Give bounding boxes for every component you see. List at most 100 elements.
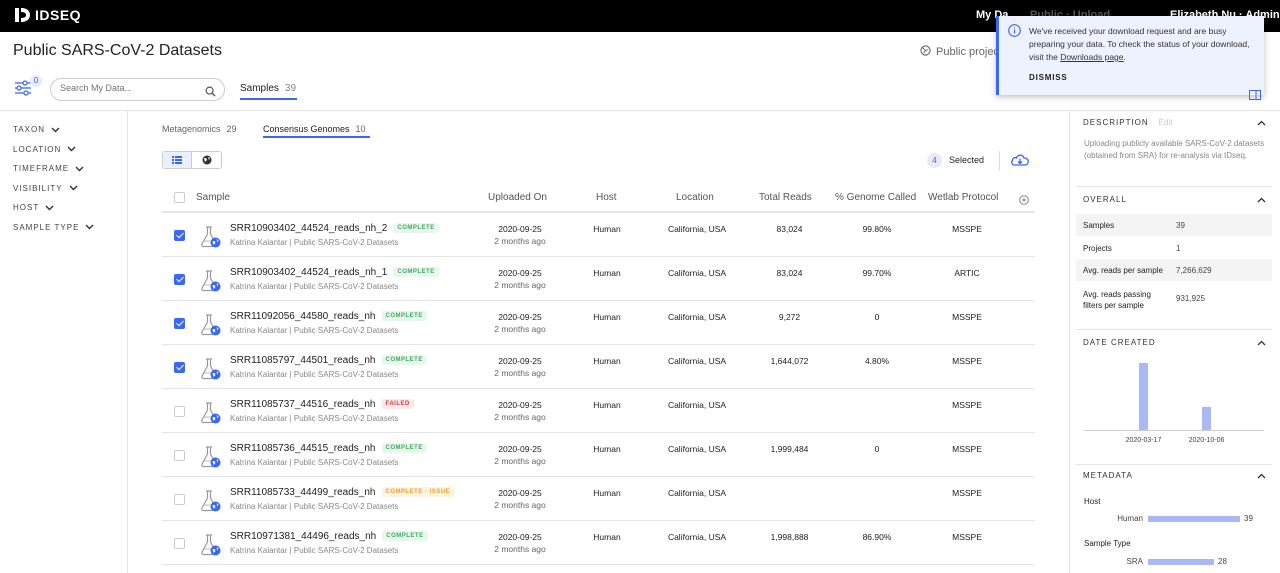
sample-name-cell[interactable]: SRR10903402_44524_reads_nh_2 COMPLETE [230, 223, 439, 234]
filter-label: LOCATION [13, 144, 62, 154]
filter-toggle-button[interactable] [14, 80, 34, 96]
sample-name-cell[interactable]: SRR11092056_44580_reads_nh COMPLETE [230, 311, 427, 322]
filter-host[interactable]: HOST [13, 198, 94, 218]
column-header-wetlab-protocol[interactable]: Wetlab Protocol [928, 192, 999, 203]
metadata-title: METADATA [1083, 471, 1133, 480]
row-checkbox[interactable] [174, 406, 185, 417]
overall-title: OVERALL [1083, 195, 1127, 204]
sample-name-cell[interactable]: SRR11085733_44499_reads_nh COMPLETE - ISS… [230, 487, 455, 498]
cloud-download-icon[interactable] [1010, 152, 1030, 172]
overall-section: OVERALL [1076, 195, 1280, 204]
wetlab-protocol-cell: MSSPE [952, 532, 982, 542]
status-badge: COMPLETE [393, 223, 439, 233]
sample-name-cell[interactable]: SRR10903402_44524_reads_nh_1 COMPLETE [230, 267, 439, 278]
filter-timeframe[interactable]: TIMEFRAME [13, 159, 94, 179]
row-checkbox[interactable] [174, 230, 185, 241]
date-created-header[interactable]: DATE CREATED [1076, 338, 1280, 347]
column-header-total-reads[interactable]: Total Reads [759, 192, 812, 203]
histogram-bar[interactable] [1202, 406, 1211, 430]
location-cell: California, USA [667, 532, 727, 542]
histogram-bar[interactable] [1139, 363, 1148, 430]
description-text: Uploading publicly available SARS-CoV-2 … [1084, 139, 1265, 160]
row-checkbox[interactable] [174, 362, 185, 373]
download-notification: We've received your download request and… [996, 16, 1264, 95]
sample-flask-icon [200, 357, 222, 386]
sample-name[interactable]: SRR11085733_44499_reads_nh [230, 487, 376, 498]
sample-name[interactable]: SRR10903402_44524_reads_nh_2 [230, 223, 388, 234]
table-row[interactable]: SRR11085797_44501_reads_nh COMPLETE Katrin… [162, 345, 1035, 389]
sample-name-cell[interactable]: SRR11085797_44501_reads_nh COMPLETE [230, 355, 427, 366]
tab-samples[interactable]: Samples 39 [240, 83, 296, 94]
overall-row-samples: Samples 39 [1076, 214, 1272, 236]
sample-name[interactable]: SRR10903402_44524_reads_nh_1 [230, 267, 388, 278]
sample-name[interactable]: SRR11092056_44580_reads_nh [230, 311, 376, 322]
right-panel-divider [1069, 111, 1070, 573]
description-edit-link[interactable]: Edit [1158, 118, 1173, 127]
filter-sample-type[interactable]: SAMPLE TYPE [13, 218, 94, 238]
metadata-sample-type-bar[interactable] [1148, 559, 1215, 565]
metadata-header[interactable]: METADATA [1076, 471, 1280, 480]
column-header-sample[interactable]: Sample [196, 192, 230, 203]
sample-name[interactable]: SRR11085737_44516_reads_nh [230, 399, 376, 410]
overall-header[interactable]: OVERALL [1076, 195, 1280, 204]
search-box[interactable] [50, 78, 225, 101]
sample-name-cell[interactable]: SRR11085737_44516_reads_nh FAILED [230, 399, 414, 410]
row-checkbox[interactable] [174, 318, 185, 329]
chevron-up-icon [1257, 120, 1266, 125]
downloads-page-link[interactable]: Downloads page [1060, 52, 1124, 62]
tab-count: 29 [226, 124, 237, 134]
date-created-section: DATE CREATED [1076, 338, 1280, 347]
table-row[interactable]: SRR11085733_44499_reads_nh COMPLETE - ISS… [162, 477, 1035, 521]
add-column-icon[interactable] [1019, 192, 1029, 210]
filter-location[interactable]: LOCATION [13, 140, 94, 160]
sample-name[interactable]: SRR11085797_44501_reads_nh [230, 355, 376, 366]
metadata-host-count: 39 [1244, 514, 1253, 523]
row-checkbox[interactable] [174, 494, 185, 505]
uploaded-ago: 2 months ago [494, 280, 546, 290]
tab-metagenomics[interactable]: Metagenomics 29 [162, 124, 237, 134]
table-row[interactable]: SRR10903402_44524_reads_nh_2 COMPLETE Katr… [162, 213, 1035, 257]
row-checkbox[interactable] [174, 274, 185, 285]
filter-visibility[interactable]: VISIBILITY [13, 179, 94, 199]
table-row[interactable]: SRR10903402_44524_reads_nh_1 COMPLETE Katr… [162, 257, 1035, 301]
column-header-genome-called[interactable]: % Genome Called [835, 192, 917, 203]
tab-count: 10 [355, 124, 366, 134]
table-row[interactable]: SRR10971381_44496_reads_nh COMPLETE Katrin… [162, 521, 1035, 565]
row-checkbox[interactable] [174, 450, 185, 461]
column-header-location[interactable]: Location [676, 192, 714, 203]
table-row[interactable]: SRR11092056_44580_reads_nh COMPLETE Katrin… [162, 301, 1035, 345]
metadata-host-bar[interactable] [1148, 516, 1240, 522]
panel-toggle-icon[interactable] [1249, 87, 1261, 105]
sample-owner-project: Katrina Kalantar | Public SARS-CoV-2 Dat… [230, 546, 399, 555]
table-row[interactable]: SRR11085736_44515_reads_nh COMPLETE Katrin… [162, 433, 1035, 477]
uploaded-date: 2020-09-25 [498, 224, 542, 234]
search-input[interactable] [60, 83, 200, 93]
column-header-host[interactable]: Host [596, 192, 617, 203]
table-row[interactable]: SRR11085737_44516_reads_nh FAILED Katrina … [162, 389, 1035, 433]
sample-name-cell[interactable]: SRR11085736_44515_reads_nh COMPLETE [230, 443, 427, 454]
map-view-button[interactable] [192, 152, 221, 168]
column-header-uploaded[interactable]: Uploaded On [488, 192, 547, 203]
tab-consensus-genomes[interactable]: Consensus Genomes 10 [263, 124, 366, 134]
sample-name[interactable]: SRR11085736_44515_reads_nh [230, 443, 376, 454]
list-view-button[interactable] [163, 152, 193, 168]
total-reads-cell: 83,024 [776, 268, 803, 278]
description-header[interactable]: DESCRIPTION Edit [1076, 118, 1280, 127]
globe-icon [920, 45, 931, 59]
total-reads-cell: 1,998,888 [770, 532, 809, 542]
uploaded-ago: 2 months ago [494, 456, 546, 466]
sample-flask-icon [200, 269, 222, 298]
sample-name[interactable]: SRR10971381_44496_reads_nh [230, 531, 377, 542]
dismiss-button[interactable]: DISMISS [1029, 73, 1068, 82]
row-checkbox[interactable] [174, 538, 185, 549]
search-icon[interactable] [205, 84, 216, 102]
sample-owner-project: Katrina Kalantar | Public SARS-CoV-2 Dat… [230, 326, 399, 335]
status-badge: COMPLETE [382, 531, 428, 541]
overall-label: Projects [1083, 244, 1112, 253]
sample-flask-icon [200, 313, 222, 342]
idseq-logo[interactable]: IDSEQ [13, 6, 81, 24]
select-all-checkbox[interactable] [174, 192, 185, 203]
selected-label: Selected [949, 155, 985, 165]
filter-taxon[interactable]: TAXON [13, 120, 94, 140]
sample-name-cell[interactable]: SRR10971381_44496_reads_nh COMPLETE [230, 531, 428, 542]
